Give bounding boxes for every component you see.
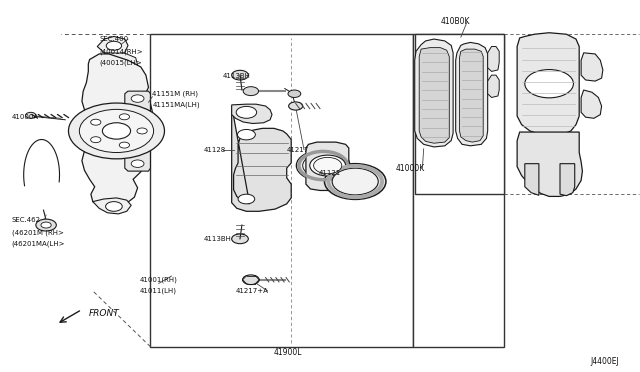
Circle shape	[236, 106, 257, 118]
Text: 41151MA(LH): 41151MA(LH)	[152, 102, 200, 108]
Circle shape	[296, 150, 350, 181]
Polygon shape	[419, 48, 449, 143]
Circle shape	[332, 168, 378, 195]
Text: 41011(LH): 41011(LH)	[140, 288, 177, 294]
Circle shape	[243, 87, 259, 96]
Circle shape	[238, 194, 255, 204]
Text: 41217: 41217	[287, 147, 309, 153]
Circle shape	[137, 128, 147, 134]
Text: (46201MA(LH>: (46201MA(LH>	[12, 240, 65, 247]
Circle shape	[288, 90, 301, 97]
Text: 41121: 41121	[319, 170, 341, 176]
Polygon shape	[93, 198, 131, 214]
Circle shape	[91, 137, 101, 143]
Polygon shape	[125, 91, 150, 171]
Circle shape	[303, 154, 344, 177]
Circle shape	[525, 70, 573, 98]
Text: 41217+A: 41217+A	[236, 288, 268, 294]
Circle shape	[310, 155, 346, 176]
Polygon shape	[488, 46, 499, 71]
Circle shape	[289, 102, 303, 110]
Circle shape	[131, 95, 144, 102]
Text: 410B0K: 410B0K	[440, 17, 470, 26]
Polygon shape	[560, 164, 575, 196]
Text: 41001(RH): 41001(RH)	[140, 276, 177, 283]
Circle shape	[41, 222, 51, 228]
Text: 41900L: 41900L	[274, 348, 303, 357]
Circle shape	[119, 142, 129, 148]
Text: (40014(RH>: (40014(RH>	[99, 48, 143, 55]
Text: (40015(LH>: (40015(LH>	[99, 59, 142, 66]
Circle shape	[36, 219, 56, 231]
Polygon shape	[106, 53, 138, 67]
Polygon shape	[232, 106, 291, 211]
Circle shape	[68, 103, 164, 159]
Circle shape	[237, 129, 255, 140]
Polygon shape	[517, 33, 579, 136]
Bar	[415, 34, 504, 194]
Circle shape	[102, 123, 131, 139]
Bar	[150, 34, 413, 347]
Text: 4113BH: 4113BH	[223, 73, 251, 79]
Text: 4113BH: 4113BH	[204, 236, 232, 242]
Polygon shape	[581, 53, 603, 81]
Circle shape	[324, 164, 386, 199]
Circle shape	[106, 41, 122, 50]
Circle shape	[26, 112, 36, 118]
Text: SEC.400: SEC.400	[99, 36, 129, 42]
Circle shape	[131, 160, 144, 167]
Polygon shape	[232, 104, 272, 124]
Polygon shape	[415, 39, 453, 147]
Polygon shape	[97, 36, 128, 56]
Circle shape	[119, 114, 129, 120]
Text: FRONT: FRONT	[88, 309, 119, 318]
Bar	[413, 34, 504, 347]
Circle shape	[232, 234, 248, 244]
Text: 41000A: 41000A	[12, 114, 38, 120]
Polygon shape	[517, 132, 582, 196]
Polygon shape	[525, 164, 539, 195]
Polygon shape	[460, 49, 483, 142]
Circle shape	[106, 202, 122, 211]
Circle shape	[314, 157, 342, 174]
Text: 41128: 41128	[204, 147, 226, 153]
Text: (46201M (RH>: (46201M (RH>	[12, 229, 63, 236]
Polygon shape	[581, 90, 602, 118]
Polygon shape	[488, 75, 499, 97]
Polygon shape	[306, 142, 349, 190]
Text: 41151M (RH): 41151M (RH)	[152, 90, 198, 97]
Text: J4400EJ: J4400EJ	[591, 357, 620, 366]
Text: SEC.462: SEC.462	[12, 217, 40, 223]
Polygon shape	[80, 54, 152, 208]
Circle shape	[243, 275, 259, 285]
Text: 41000K: 41000K	[396, 164, 425, 173]
Circle shape	[79, 109, 154, 153]
Polygon shape	[456, 42, 488, 146]
Circle shape	[91, 119, 101, 125]
Circle shape	[232, 70, 248, 80]
